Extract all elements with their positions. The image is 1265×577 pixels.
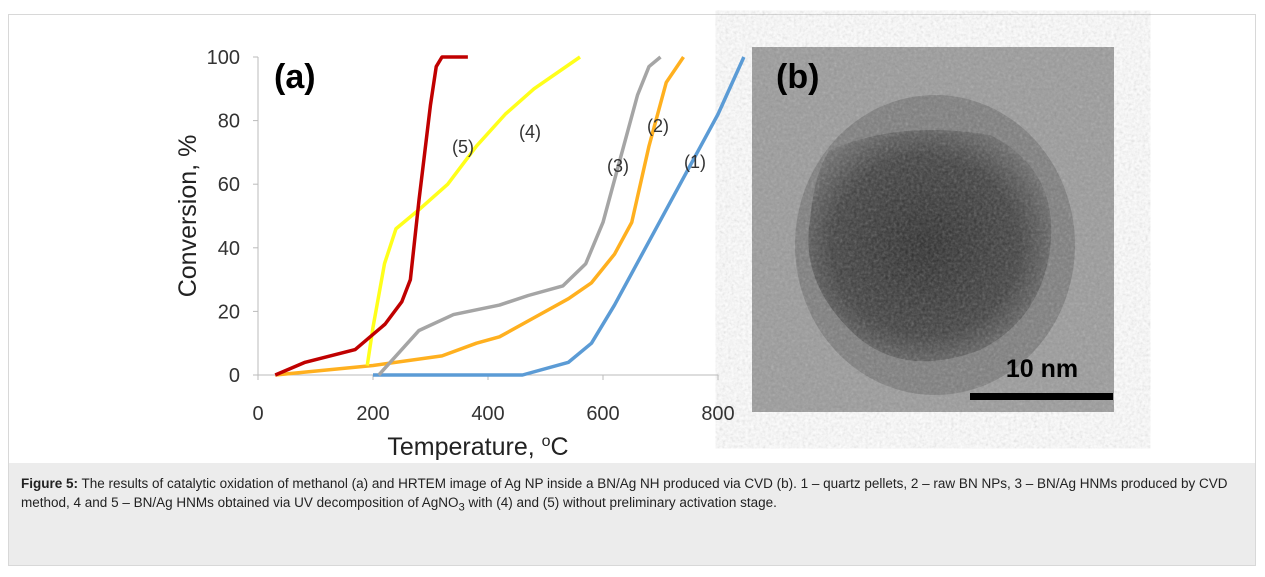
caption-label: Figure 5:: [21, 476, 79, 491]
series-label: (1): [684, 152, 706, 172]
tem-image: 10 nm (b): [752, 47, 1114, 412]
x-tick-label: 400: [471, 403, 504, 425]
x-tick-label: 200: [356, 403, 389, 425]
data-line: [377, 55, 662, 377]
y-tick-label: 40: [218, 238, 240, 260]
scale-bar-label: 10 nm: [1006, 355, 1078, 383]
x-axis-label-sup: o: [542, 433, 551, 450]
data-line: [274, 55, 468, 377]
caption-text: The results of catalytic oxidation of me…: [21, 476, 1228, 510]
y-tick-label: 60: [218, 174, 240, 196]
data-line: [275, 56, 685, 377]
y-tick-label: 80: [218, 111, 240, 133]
series-label: (4): [519, 122, 541, 142]
panel-label: (a): [274, 58, 316, 96]
y-tick-label: 20: [218, 301, 240, 323]
data-line: [373, 56, 746, 377]
caption-sub: 3: [458, 501, 465, 514]
series-label: (3): [607, 156, 629, 176]
x-axis-label-unit: C: [551, 433, 569, 460]
y-tick-label: 100: [207, 47, 240, 69]
panel-label: (b): [776, 58, 819, 96]
series-label: (2): [647, 116, 669, 136]
figure: 10 nm (b) (a) Conversion, % Temperature,…: [174, 47, 1114, 460]
caption: Figure 5: The results of catalytic oxida…: [9, 463, 1255, 565]
x-tick-label: 0: [252, 403, 263, 425]
x-axis-label: Temperature, oC: [387, 433, 568, 460]
y-tick-label: 0: [229, 365, 240, 387]
series-label: (5): [452, 137, 474, 157]
y-axis-label: Conversion, %: [174, 135, 202, 298]
x-tick-label: 600: [586, 403, 619, 425]
figure-frame: [8, 14, 1256, 566]
data-line: [365, 55, 581, 366]
x-tick-label: 800: [701, 403, 734, 425]
x-axis-label-text: Temperature,: [387, 433, 541, 460]
caption-text-end: with (4) and (5) without preliminary act…: [464, 495, 777, 510]
